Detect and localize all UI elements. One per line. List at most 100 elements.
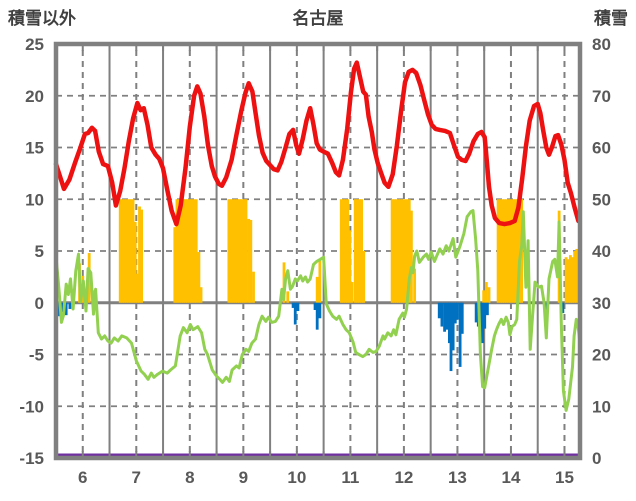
orange-bar [131,199,135,303]
right-axis-tick-label: 0 [592,449,601,468]
orange-bar [482,290,486,303]
orange-bar [175,199,179,303]
orange-bar [353,199,357,303]
blue-bar [313,302,317,310]
orange-bar [138,206,141,303]
blue-bar [443,302,446,332]
orange-bar [192,199,196,303]
orange-bar [397,199,400,303]
blue-bar [460,302,464,334]
orange-bar [197,252,201,303]
blue-bar [485,302,489,316]
orange-bar [344,199,347,303]
orange-bar [318,259,322,303]
blue-bar [483,302,487,329]
right-axis-tick-label: 10 [592,397,611,416]
left-axis-tick-label: 15 [25,139,44,158]
blue-bar [440,302,444,327]
orange-bar [135,273,139,303]
orange-bar [240,199,244,303]
blue-bar [437,302,441,319]
orange-bar [125,199,129,303]
plot-frame [53,41,583,461]
orange-bar [244,199,248,303]
right-axis-tick-label: 50 [592,190,611,209]
blue-bar [68,302,72,309]
blue-bar [447,302,451,344]
blue-bar [481,302,484,344]
orange-bar [188,199,192,303]
orange-bar [339,199,343,303]
right-axis-tick-label: 60 [592,139,611,158]
orange-bar [503,199,506,303]
orange-bar [120,199,124,303]
bars-layer [55,199,581,372]
orange-bar [409,210,413,303]
left-axis-tick-label: 25 [25,35,44,54]
x-axis-tick-label: 13 [448,468,467,487]
orange-bar [238,199,241,303]
orange-bar [566,259,570,303]
orange-bar [173,227,177,303]
orange-bar [571,257,574,303]
orange-bar [181,199,185,303]
orange-bar [573,251,577,303]
lines-layer [53,60,582,458]
orange-bar [199,287,203,303]
orange-bar [575,248,579,303]
orange-bar [249,219,253,303]
orange-bar [186,199,190,303]
chart-title: 名古屋 [293,8,344,28]
orange-bar [511,199,515,303]
orange-bar [247,218,251,303]
orange-bar [496,199,500,303]
x-axis-tick-label: 10 [287,468,306,487]
left-axis-tick-label: 10 [25,190,44,209]
orange-bar [507,199,511,303]
orange-bar [348,230,352,303]
blue-bar [64,302,68,316]
green-line-series [54,209,581,412]
x-axis-tick-label: 11 [341,468,359,487]
x-axis-tick-label: 7 [132,468,141,487]
orange-bar [133,222,137,303]
orange-bar [350,282,354,303]
blue-bar [451,302,455,351]
red-line-series [53,60,581,227]
right-axis-tick-label: 30 [592,294,611,313]
orange-bar [498,199,502,303]
plot-border [53,41,583,461]
orange-bar [390,199,394,303]
orange-bar [564,257,568,303]
orange-bar [500,199,504,303]
blue-bar [315,302,319,330]
orange-bar [242,199,246,303]
orange-bar [87,253,91,303]
orange-bar [286,291,290,303]
left-axis-tick-label: 0 [35,294,44,313]
right-axis-tick-label: 40 [592,242,611,261]
orange-bar [227,199,231,303]
orange-bar [346,199,350,303]
blue-bar [456,302,459,320]
orange-bar [403,199,407,303]
orange-bar [231,199,235,303]
orange-bar [405,199,409,303]
right-axis-tick-label: 20 [592,346,611,365]
orange-bars-series [78,199,581,303]
orange-bar [568,255,572,303]
orange-bar [515,199,519,303]
orange-bar [123,199,126,303]
orange-bar [360,199,364,303]
orange-bar [179,199,183,303]
right-axis-tick-label: 80 [592,35,611,54]
orange-bar [140,209,144,303]
blue-bar [445,302,449,330]
orange-bar [252,271,255,303]
left-axis-tick-label: -15 [19,449,44,468]
left-axis-tick-label: 5 [35,242,44,261]
blue-bar [293,302,297,325]
blue-bar [458,302,462,367]
right-axis-title: 積雪 [594,8,628,28]
